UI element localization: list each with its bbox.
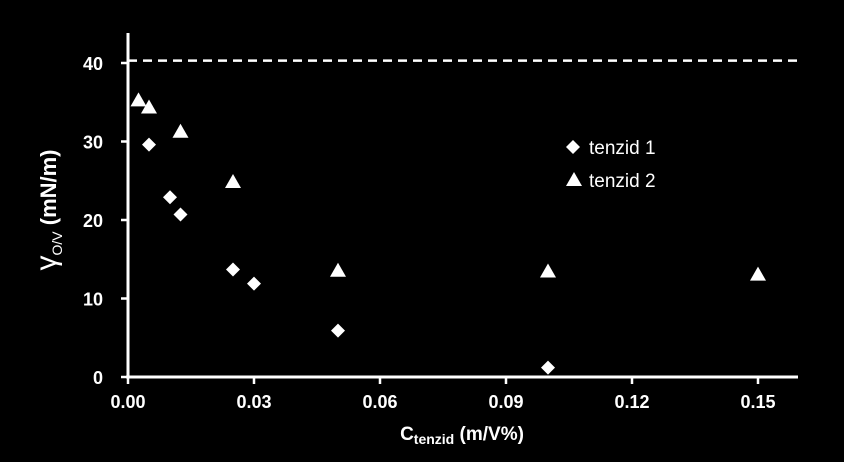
x-axis-label-rest: (m/V%): [454, 424, 524, 445]
legend: tenzid 1 tenzid 2: [566, 138, 656, 192]
legend-marker-diamond: [566, 140, 580, 154]
legend-marker-triangle: [566, 172, 582, 186]
x-tick-label: 0.12: [614, 392, 649, 412]
x-tick-label: 0.09: [488, 392, 523, 412]
y-axis-label-main: γ: [30, 256, 63, 271]
data-point-triangle: [540, 263, 556, 278]
data-point-triangle: [225, 174, 241, 189]
y-axis-label-rest: (mN/m): [36, 149, 61, 231]
x-axis-label-sub: tenzid: [414, 431, 454, 447]
data-point-diamond: [173, 207, 188, 222]
y-tick-label: 20: [83, 211, 103, 231]
data-point-diamond: [163, 190, 177, 205]
x-tick-label: 0.06: [362, 392, 397, 412]
data-point-triangle: [130, 92, 147, 107]
data-point-diamond: [331, 323, 345, 338]
legend-label-series-2: tenzid 2: [589, 171, 656, 192]
y-axis-label: γO/V (mN/m): [30, 149, 65, 270]
x-axis-label-main: C: [400, 424, 414, 445]
legend-item-tenzid-2: tenzid 2: [566, 171, 656, 192]
legend-item-tenzid-1: tenzid 1: [566, 138, 656, 159]
x-axis-label: Ctenzid (m/V%): [400, 424, 524, 447]
y-tick-label: 30: [83, 133, 103, 153]
x-tick-label: 0.00: [110, 392, 145, 412]
y-tick-label: 40: [83, 54, 103, 74]
x-tick-label: 0.03: [236, 392, 271, 412]
y-tick-label: 10: [83, 290, 103, 310]
x-ticks: 0.00 0.03 0.06 0.09 0.12 0.15: [110, 377, 776, 412]
y-ticks: 0 10 20 30 40: [83, 54, 128, 388]
y-tick-label: 0: [93, 368, 103, 388]
data-point-diamond: [247, 276, 261, 291]
data-point-diamond: [142, 137, 156, 152]
axes: [126, 33, 798, 379]
data-points: [130, 92, 766, 375]
data-point-triangle: [172, 123, 189, 138]
data-point-diamond: [541, 360, 555, 375]
legend-label-series-1: tenzid 1: [589, 138, 656, 159]
data-point-triangle: [141, 99, 157, 114]
y-axis-label-sub: O/V: [49, 231, 65, 256]
x-tick-label: 0.15: [740, 392, 775, 412]
data-point-triangle: [330, 262, 346, 277]
data-point-triangle: [750, 266, 766, 281]
data-point-diamond: [226, 262, 240, 277]
